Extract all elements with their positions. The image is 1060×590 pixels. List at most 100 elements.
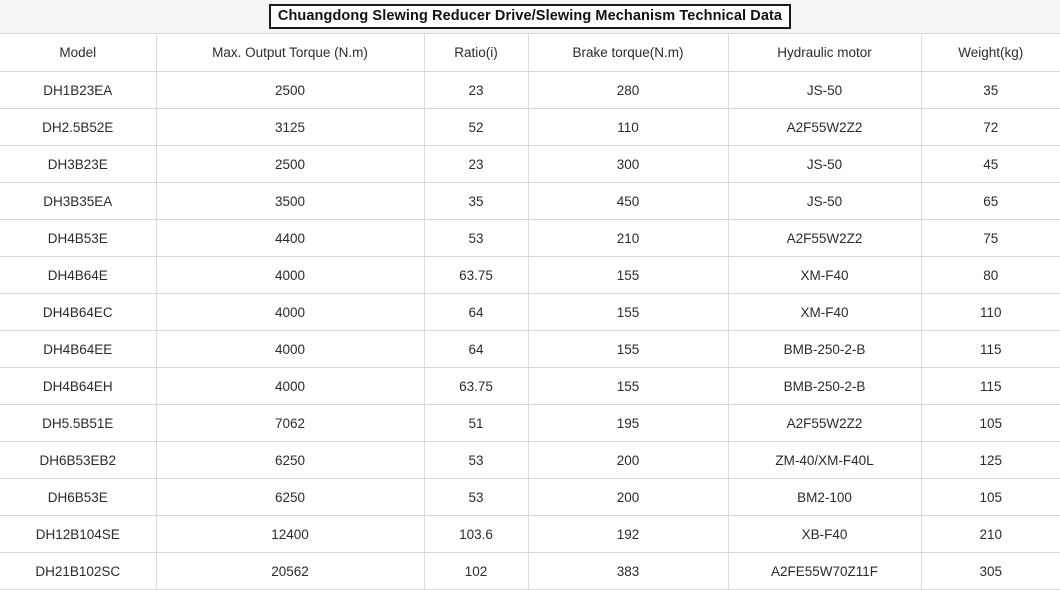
cell-weight: 35 (921, 71, 1060, 109)
cell-brake-torque: 200 (528, 478, 729, 516)
cell-brake-torque: 110 (528, 108, 729, 146)
cell-max-output-torque: 6250 (156, 478, 425, 516)
cell-ratio: 52 (424, 108, 529, 146)
table-row: DH12B104SE 12400 103.6 192 XB-F40 210 (0, 515, 1060, 553)
cell-ratio: 63.75 (424, 256, 529, 294)
table-row: DH5.5B51E 7062 51 195 A2F55W2Z2 105 (0, 404, 1060, 442)
table-row: DH6B53E 6250 53 200 BM2-100 105 (0, 478, 1060, 516)
cell-brake-torque: 155 (528, 330, 729, 368)
cell-weight: 80 (921, 256, 1060, 294)
cell-brake-torque: 210 (528, 219, 729, 257)
cell-ratio: 64 (424, 293, 529, 331)
cell-ratio: 53 (424, 441, 529, 479)
table-header-row: Model Max. Output Torque (N.m) Ratio(i) … (0, 33, 1060, 72)
cell-brake-torque: 200 (528, 441, 729, 479)
cell-brake-torque: 195 (528, 404, 729, 442)
table-row: DH4B64EE 4000 64 155 BMB-250-2-B 115 (0, 330, 1060, 368)
cell-hydraulic-motor: JS-50 (728, 182, 922, 220)
cell-ratio: 102 (424, 552, 529, 590)
technical-data-table: Model Max. Output Torque (N.m) Ratio(i) … (0, 33, 1060, 590)
cell-ratio: 63.75 (424, 367, 529, 405)
cell-hydraulic-motor: A2F55W2Z2 (728, 404, 922, 442)
cell-model: DH4B64EH (0, 367, 157, 405)
cell-max-output-torque: 20562 (156, 552, 425, 590)
cell-model: DH6B53E (0, 478, 157, 516)
table-row: DH3B35EA 3500 35 450 JS-50 65 (0, 182, 1060, 220)
column-header-weight: Weight(kg) (921, 33, 1060, 72)
cell-brake-torque: 300 (528, 145, 729, 183)
column-header-hydraulic-motor: Hydraulic motor (728, 33, 922, 72)
cell-max-output-torque: 3500 (156, 182, 425, 220)
cell-model: DH2.5B52E (0, 108, 157, 146)
cell-weight: 110 (921, 293, 1060, 331)
cell-brake-torque: 192 (528, 515, 729, 553)
cell-brake-torque: 155 (528, 293, 729, 331)
cell-ratio: 35 (424, 182, 529, 220)
cell-weight: 105 (921, 404, 1060, 442)
cell-hydraulic-motor: ZM-40/XM-F40L (728, 441, 922, 479)
cell-max-output-torque: 4000 (156, 367, 425, 405)
table-row: DH1B23EA 2500 23 280 JS-50 35 (0, 71, 1060, 109)
cell-weight: 115 (921, 330, 1060, 368)
cell-brake-torque: 280 (528, 71, 729, 109)
cell-max-output-torque: 6250 (156, 441, 425, 479)
column-header-ratio: Ratio(i) (424, 33, 529, 72)
table-row: DH6B53EB2 6250 53 200 ZM-40/XM-F40L 125 (0, 441, 1060, 479)
table-row: DH4B64EH 4000 63.75 155 BMB-250-2-B 115 (0, 367, 1060, 405)
cell-weight: 115 (921, 367, 1060, 405)
cell-ratio: 23 (424, 71, 529, 109)
cell-brake-torque: 155 (528, 367, 729, 405)
table-row: DH4B64E 4000 63.75 155 XM-F40 80 (0, 256, 1060, 294)
cell-model: DH6B53EB2 (0, 441, 157, 479)
cell-max-output-torque: 2500 (156, 71, 425, 109)
cell-ratio: 53 (424, 219, 529, 257)
table-row: DH3B23E 2500 23 300 JS-50 45 (0, 145, 1060, 183)
table-header: Model Max. Output Torque (N.m) Ratio(i) … (0, 33, 1060, 72)
table-body: DH1B23EA 2500 23 280 JS-50 35 DH2.5B52E 3125 52 1… (0, 71, 1060, 590)
cell-model: DH21B102SC (0, 552, 157, 590)
cell-max-output-torque: 4000 (156, 293, 425, 331)
cell-ratio: 51 (424, 404, 529, 442)
table-row: DH2.5B52E 3125 52 110 A2F55W2Z2 72 (0, 108, 1060, 146)
cell-weight: 45 (921, 145, 1060, 183)
cell-brake-torque: 155 (528, 256, 729, 294)
table-row: DH21B102SC 20562 102 383 A2FE55W70Z11F 305 (0, 552, 1060, 590)
cell-model: DH12B104SE (0, 515, 157, 553)
cell-hydraulic-motor: BMB-250-2-B (728, 367, 922, 405)
cell-model: DH4B64EC (0, 293, 157, 331)
cell-hydraulic-motor: JS-50 (728, 71, 922, 109)
cell-hydraulic-motor: XM-F40 (728, 293, 922, 331)
cell-weight: 125 (921, 441, 1060, 479)
cell-model: DH4B53E (0, 219, 157, 257)
cell-weight: 210 (921, 515, 1060, 553)
cell-weight: 305 (921, 552, 1060, 590)
cell-max-output-torque: 3125 (156, 108, 425, 146)
cell-brake-torque: 383 (528, 552, 729, 590)
cell-model: DH3B23E (0, 145, 157, 183)
cell-weight: 72 (921, 108, 1060, 146)
cell-ratio: 53 (424, 478, 529, 516)
column-header-brake-torque: Brake torque(N.m) (528, 33, 729, 72)
cell-weight: 65 (921, 182, 1060, 220)
page-title: Chuangdong Slewing Reducer Drive/Slewing… (268, 3, 792, 30)
table-row: DH4B64EC 4000 64 155 XM-F40 110 (0, 293, 1060, 331)
column-header-max-output-torque: Max. Output Torque (N.m) (156, 33, 425, 72)
cell-ratio: 103.6 (424, 515, 529, 553)
cell-hydraulic-motor: A2F55W2Z2 (728, 108, 922, 146)
cell-hydraulic-motor: A2FE55W70Z11F (728, 552, 922, 590)
title-band: Chuangdong Slewing Reducer Drive/Slewing… (0, 0, 1060, 33)
cell-hydraulic-motor: A2F55W2Z2 (728, 219, 922, 257)
cell-max-output-torque: 2500 (156, 145, 425, 183)
cell-model: DH5.5B51E (0, 404, 157, 442)
cell-weight: 105 (921, 478, 1060, 516)
cell-hydraulic-motor: JS-50 (728, 145, 922, 183)
cell-max-output-torque: 12400 (156, 515, 425, 553)
cell-max-output-torque: 4000 (156, 330, 425, 368)
cell-max-output-torque: 4000 (156, 256, 425, 294)
cell-model: DH1B23EA (0, 71, 157, 109)
column-header-model: Model (0, 33, 157, 72)
cell-max-output-torque: 7062 (156, 404, 425, 442)
cell-brake-torque: 450 (528, 182, 729, 220)
cell-model: DH4B64E (0, 256, 157, 294)
